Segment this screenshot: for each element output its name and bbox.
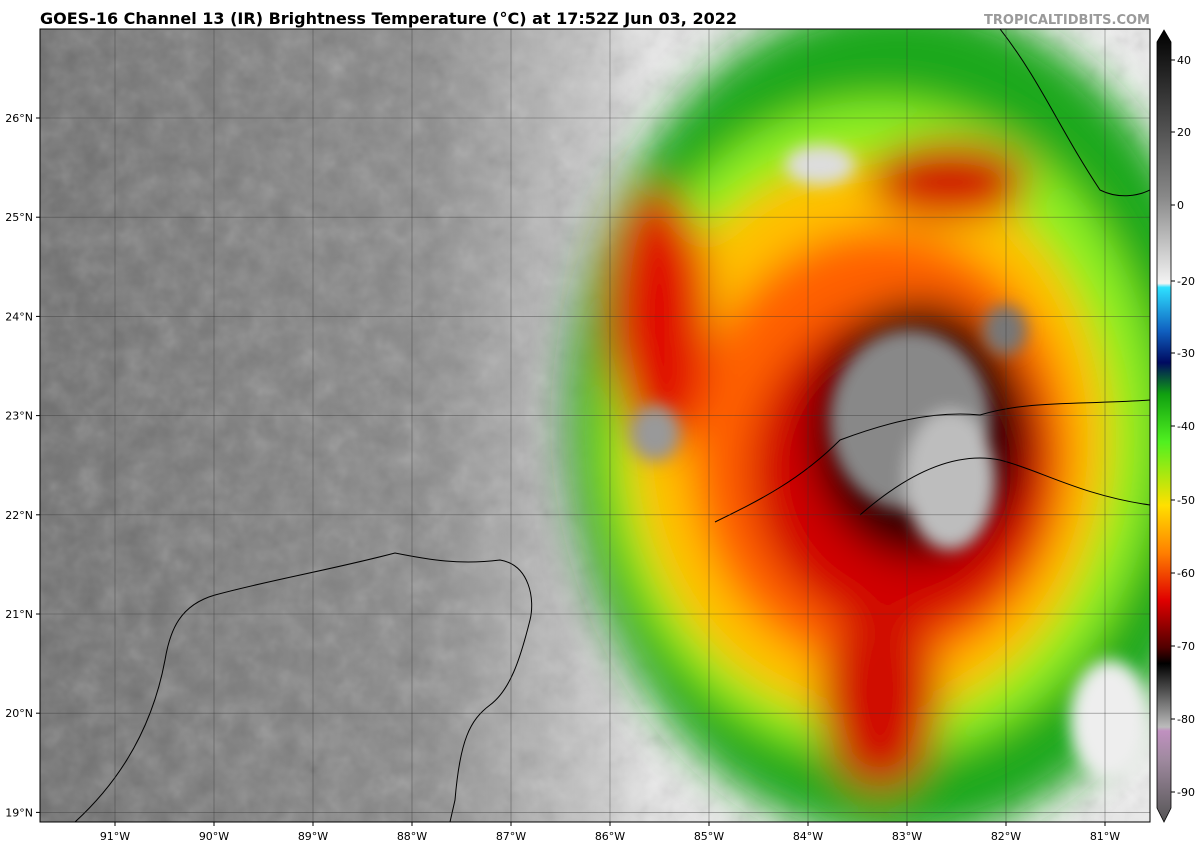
lat-label: 25°N [5, 211, 33, 224]
credit: TROPICALTIDBITS.COM [984, 13, 1150, 28]
map-frame [39, 28, 1151, 823]
lat-label: 20°N [5, 707, 33, 720]
colorbar-tick-label: -90 [1177, 786, 1195, 799]
lon-label: 82°W [991, 830, 1021, 843]
colorbar-tick-label: -50 [1177, 494, 1195, 507]
lon-label: 88°W [397, 830, 427, 843]
colorbar-tick-label: -20 [1177, 275, 1195, 288]
lat-label: 24°N [5, 310, 33, 323]
lon-label: 86°W [595, 830, 625, 843]
lat-label: 22°N [5, 509, 33, 522]
lon-label: 89°W [298, 830, 328, 843]
lat-label: 23°N [5, 410, 33, 423]
graticule [40, 29, 1150, 822]
colorbar-tick-label: -70 [1177, 640, 1195, 653]
lat-label: 26°N [5, 112, 33, 125]
colorbar-tick-label: -60 [1177, 567, 1195, 580]
lon-label: 83°W [892, 830, 922, 843]
colorbar-tick-label: -40 [1177, 420, 1195, 433]
lon-label: 90°W [199, 830, 229, 843]
lat-label: 19°N [5, 806, 33, 819]
lon-label: 84°W [793, 830, 823, 843]
colorbar-tick-label: 0 [1177, 199, 1184, 212]
colorbar-tick-label: 40 [1177, 54, 1191, 67]
lon-label: 87°W [496, 830, 526, 843]
map-title: GOES-16 Channel 13 (IR) Brightness Tempe… [40, 9, 737, 28]
lon-label: 91°W [100, 830, 130, 843]
lat-label: 21°N [5, 608, 33, 621]
axis-labels: 26°N 25°N 24°N 23°N 22°N 21°N 20°N 19°N 91°W 90°W… [5, 54, 1195, 843]
colorbar [1156, 29, 1172, 823]
colorbar-tick-label: 20 [1177, 126, 1191, 139]
satellite-image [40, 29, 1150, 822]
lon-label: 85°W [694, 830, 724, 843]
colorbar-tick-label: -80 [1177, 713, 1195, 726]
lon-label: 81°W [1090, 830, 1120, 843]
colorbar-tick-label: -30 [1177, 347, 1195, 360]
